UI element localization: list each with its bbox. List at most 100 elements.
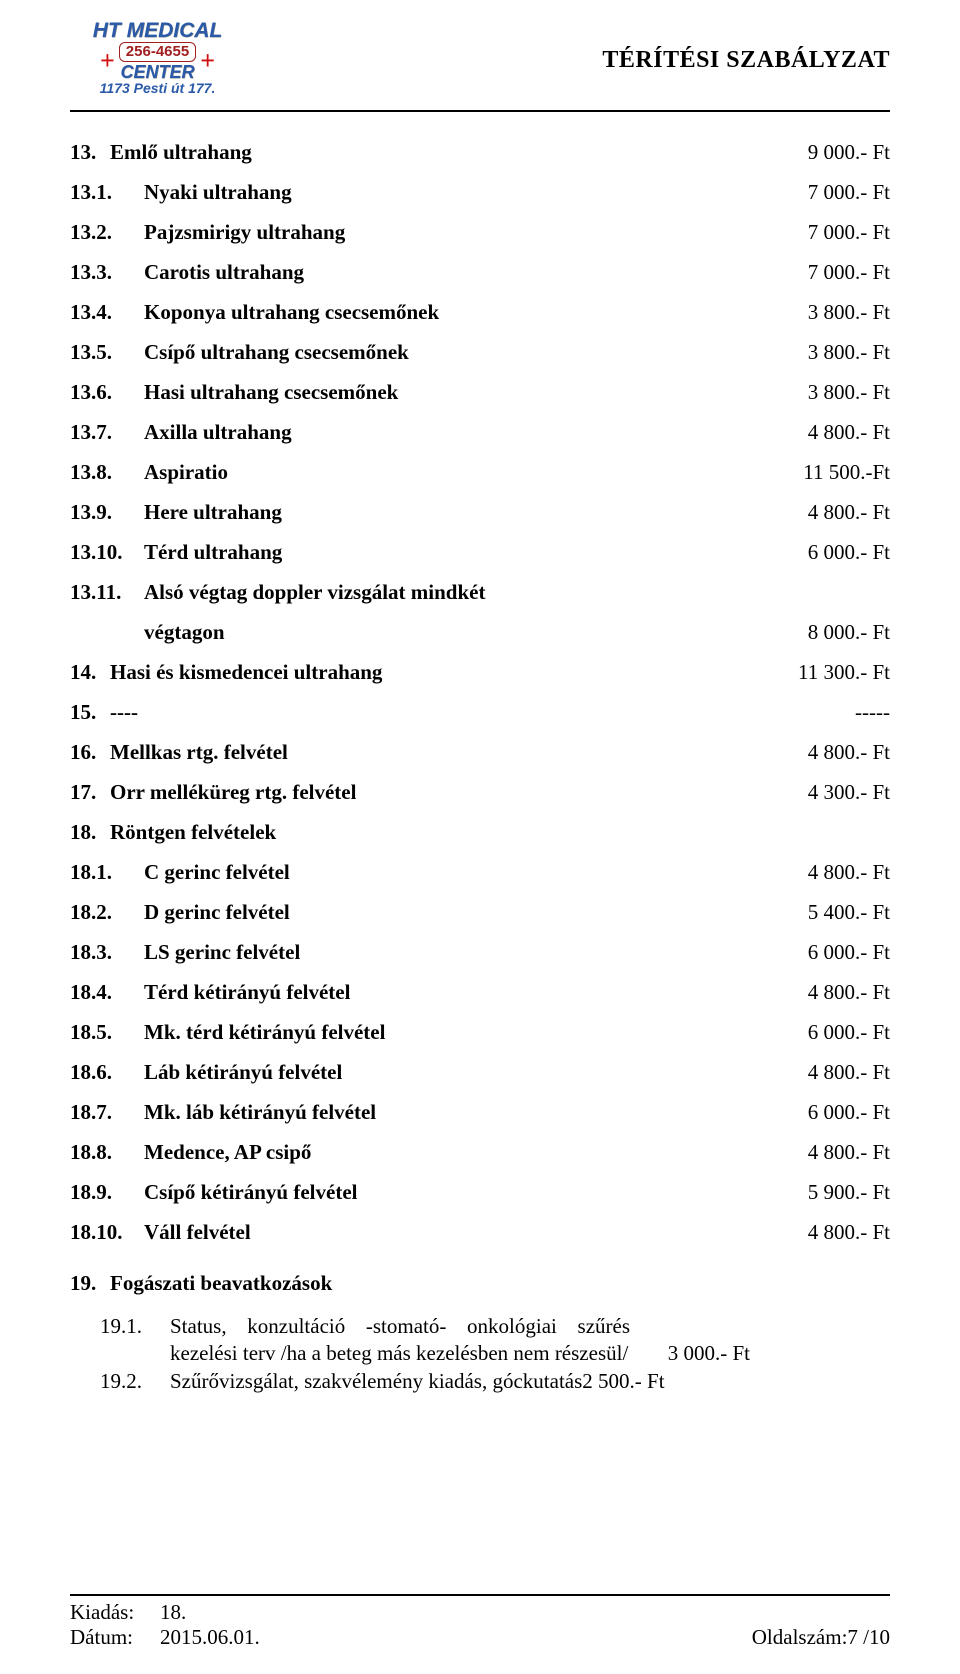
footer-datum-value: 2015.06.01. bbox=[160, 1625, 260, 1650]
section-19: 19. Fogászati beavatkozások 19.1.Status,… bbox=[70, 1273, 890, 1395]
item-price: 7 000.- Ft bbox=[760, 182, 890, 203]
item-price: 6 000.- Ft bbox=[760, 942, 890, 963]
logo-address: 1173 Pesti út 177. bbox=[70, 81, 245, 96]
document-title: TÉRÍTÉSI SZABÁLYZAT bbox=[602, 47, 890, 74]
item-number: 18. bbox=[70, 822, 110, 843]
item-number: 14. bbox=[70, 662, 110, 683]
item-price: 3 800.- Ft bbox=[760, 382, 890, 403]
item-number: 18.2. bbox=[70, 902, 144, 923]
item-number: 18.3. bbox=[70, 942, 144, 963]
list-item: 18.4.Térd kétirányú felvétel4 800.- Ft bbox=[70, 982, 890, 1003]
item-price: 6 000.- Ft bbox=[760, 542, 890, 563]
item-price: 3 800.- Ft bbox=[760, 342, 890, 363]
list-item: 13.10.Térd ultrahang6 000.- Ft bbox=[70, 542, 890, 563]
item-number: 19.2. bbox=[100, 1368, 170, 1395]
item-price: 8 000.- Ft bbox=[760, 622, 890, 643]
list-item: 13.Emlő ultrahang9 000.- Ft bbox=[70, 142, 890, 163]
item-number: 13.9. bbox=[70, 502, 144, 523]
item-label: Röntgen felvételek bbox=[110, 822, 760, 843]
item-label: Status, konzultáció -stomató- onkológiai… bbox=[170, 1313, 630, 1368]
list-item: 18.7.Mk. láb kétirányú felvétel6 000.- F… bbox=[70, 1102, 890, 1123]
item-number: 19.1. bbox=[100, 1313, 170, 1368]
list-item: 13.4.Koponya ultrahang csecsemőnek3 800.… bbox=[70, 302, 890, 323]
item-label: Mellkas rtg. felvétel bbox=[110, 742, 760, 763]
page-footer: Kiadás: 18. Dátum: 2015.06.01. Oldalszám… bbox=[70, 1594, 890, 1650]
item-number: 13.8. bbox=[70, 462, 144, 483]
list-item: 18.10.Váll felvétel4 800.- Ft bbox=[70, 1222, 890, 1243]
item-number: 13.3. bbox=[70, 262, 144, 283]
list-item: 13.1.Nyaki ultrahang7 000.- Ft bbox=[70, 182, 890, 203]
footer-datum-label: Dátum: bbox=[70, 1625, 160, 1650]
item-price: 6 000.- Ft bbox=[760, 1022, 890, 1043]
list-item: 13.7.Axilla ultrahang4 800.- Ft bbox=[70, 422, 890, 443]
list-item: 13.5.Csípő ultrahang csecsemőnek3 800.- … bbox=[70, 342, 890, 363]
list-item: 18.1.C gerinc felvétel4 800.- Ft bbox=[70, 862, 890, 883]
list-item: 13.6.Hasi ultrahang csecsemőnek3 800.- F… bbox=[70, 382, 890, 403]
item-number: 13.4. bbox=[70, 302, 144, 323]
item-price: 4 800.- Ft bbox=[760, 1062, 890, 1083]
list-item: 18.5.Mk. térd kétirányú felvétel6 000.- … bbox=[70, 1022, 890, 1043]
logo-phone: 256-4655 bbox=[119, 42, 196, 62]
list-item: 18.Röntgen felvételek bbox=[70, 822, 890, 843]
list-item: 16.Mellkas rtg. felvétel4 800.- Ft bbox=[70, 742, 890, 763]
item-label: ---- bbox=[110, 702, 760, 723]
item-price: 5 900.- Ft bbox=[760, 1182, 890, 1203]
item-label: Csípő kétirányú felvétel bbox=[144, 1182, 760, 1203]
item-label: Térd ultrahang bbox=[144, 542, 760, 563]
footer-kiadas-label: Kiadás: bbox=[70, 1600, 160, 1625]
header-rule bbox=[70, 110, 890, 112]
item-label: Axilla ultrahang bbox=[144, 422, 760, 443]
list-item: 17.Orr melléküreg rtg. felvétel4 300.- F… bbox=[70, 782, 890, 803]
list-item: 18.3.LS gerinc felvétel6 000.- Ft bbox=[70, 942, 890, 963]
item-label: Nyaki ultrahang bbox=[144, 182, 760, 203]
item-label: Mk. láb kétirányú felvétel bbox=[144, 1102, 760, 1123]
list-item-continuation: végtagon8 000.- Ft bbox=[70, 622, 890, 643]
item-price: 11 300.- Ft bbox=[760, 662, 890, 683]
item-label: Here ultrahang bbox=[144, 502, 760, 523]
cross-icon: + bbox=[100, 48, 115, 74]
list-item: 19.1.Status, konzultáció -stomató- onkol… bbox=[100, 1313, 890, 1368]
item-price: 4 300.- Ft bbox=[760, 782, 890, 803]
footer-page-number: Oldalszám:7 /10 bbox=[752, 1625, 890, 1650]
section-19-items: 19.1.Status, konzultáció -stomató- onkol… bbox=[70, 1313, 890, 1395]
item-label: Emlő ultrahang bbox=[110, 142, 760, 163]
item-label: Csípő ultrahang csecsemőnek bbox=[144, 342, 760, 363]
item-number: 18.7. bbox=[70, 1102, 144, 1123]
item-number: 13.7. bbox=[70, 422, 144, 443]
item-number: 13.5. bbox=[70, 342, 144, 363]
item-number: 18.4. bbox=[70, 982, 144, 1003]
item-label: Carotis ultrahang bbox=[144, 262, 760, 283]
item-label: Szűrővizsgálat, szakvélemény kiadás, góc… bbox=[170, 1368, 665, 1395]
item-label: Koponya ultrahang csecsemőnek bbox=[144, 302, 760, 323]
item-price: 11 500.-Ft bbox=[760, 462, 890, 483]
item-price: 7 000.- Ft bbox=[760, 262, 890, 283]
item-number: 13.2. bbox=[70, 222, 144, 243]
item-price bbox=[760, 582, 890, 603]
item-number: 16. bbox=[70, 742, 110, 763]
item-price: 4 800.- Ft bbox=[760, 1142, 890, 1163]
list-item: 13.8.Aspiratio11 500.-Ft bbox=[70, 462, 890, 483]
list-item: 13.3.Carotis ultrahang7 000.- Ft bbox=[70, 262, 890, 283]
item-price: 3 800.- Ft bbox=[760, 302, 890, 323]
item-label: Alsó végtag doppler vizsgálat mindkét bbox=[144, 582, 760, 603]
item-number: 18.5. bbox=[70, 1022, 144, 1043]
item-number: 13. bbox=[70, 142, 110, 163]
item-label: Mk. térd kétirányú felvétel bbox=[144, 1022, 760, 1043]
logo-brand-top: HT MEDICAL bbox=[70, 20, 245, 41]
item-number: 17. bbox=[70, 782, 110, 803]
item-label: Medence, AP csipő bbox=[144, 1142, 760, 1163]
item-label: LS gerinc felvétel bbox=[144, 942, 760, 963]
item-label: Hasi és kismedencei ultrahang bbox=[110, 662, 760, 683]
item-label: Hasi ultrahang csecsemőnek bbox=[144, 382, 760, 403]
price-list: 13.Emlő ultrahang9 000.- Ft 13.1.Nyaki ul… bbox=[70, 142, 890, 1243]
item-label: Orr melléküreg rtg. felvétel bbox=[110, 782, 760, 803]
list-item: 18.2.D gerinc felvétel5 400.- Ft bbox=[70, 902, 890, 923]
item-number: 13.1. bbox=[70, 182, 144, 203]
item-price: 3 000.- Ft bbox=[630, 1340, 750, 1367]
item-number: 13.10. bbox=[70, 542, 144, 563]
item-number: 18.9. bbox=[70, 1182, 144, 1203]
item-label: Térd kétirányú felvétel bbox=[144, 982, 760, 1003]
item-price: 4 800.- Ft bbox=[760, 502, 890, 523]
logo-brand-bottom: CENTER bbox=[119, 63, 196, 81]
item-label: Fogászati beavatkozások bbox=[110, 1273, 890, 1294]
